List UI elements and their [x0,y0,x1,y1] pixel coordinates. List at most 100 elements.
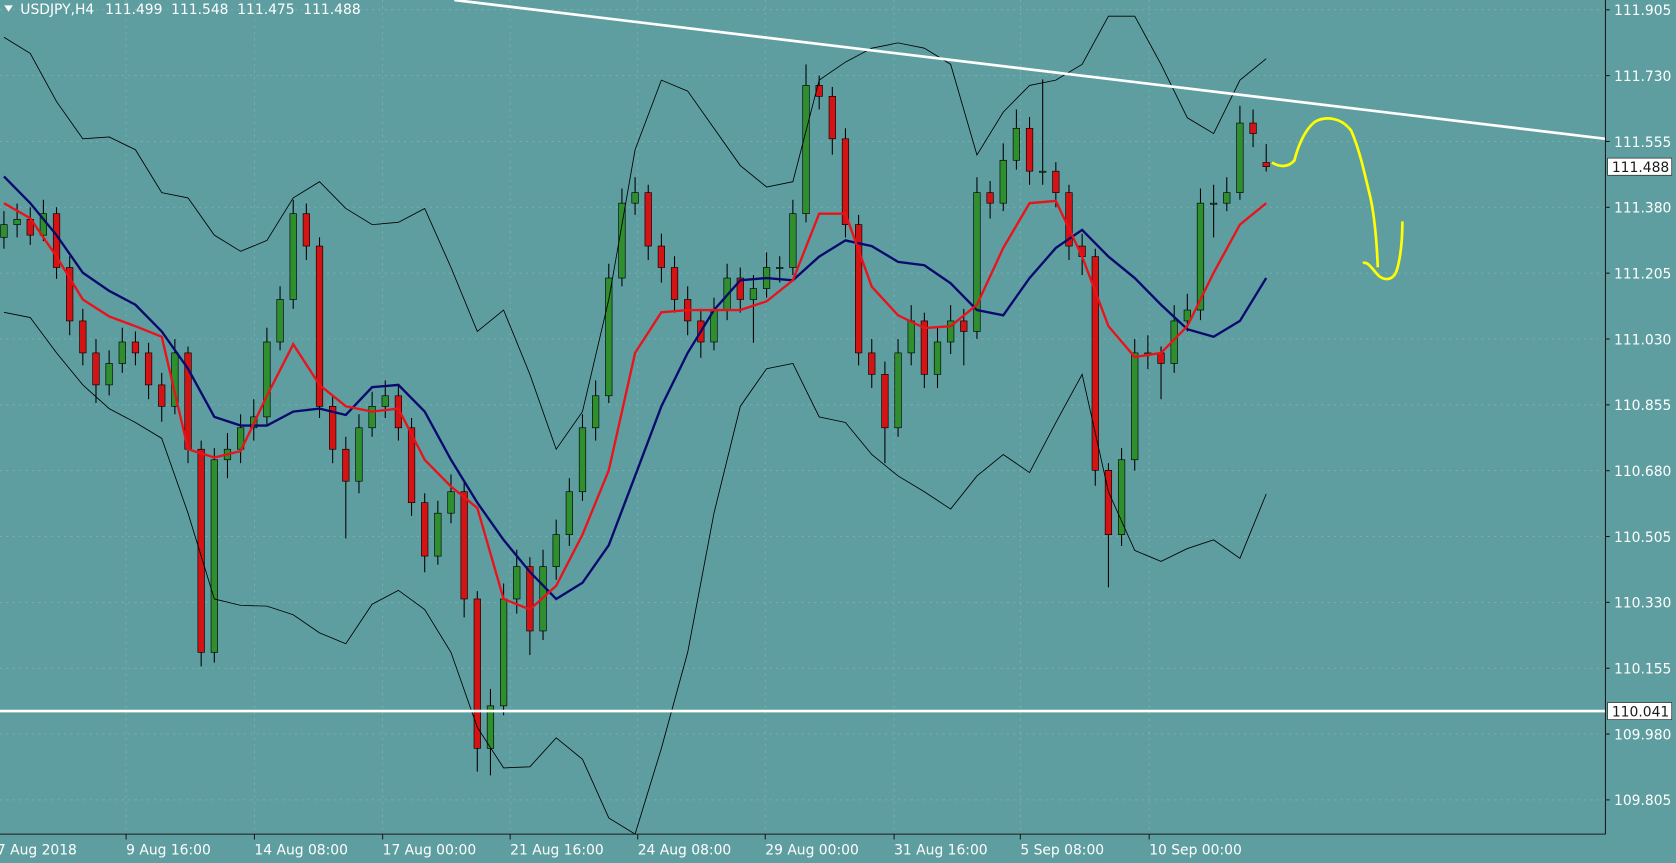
candle-body [460,491,468,600]
current-price-label: 111.488 [1612,160,1669,176]
candle-body [447,491,455,514]
trend-line [454,0,1606,141]
open-value: 111.499 [105,2,162,18]
candle-body [118,341,126,364]
y-tick-label: 110.330 [1614,596,1671,612]
moving-average [3,199,1267,611]
candle-body [355,427,363,482]
candle-body [828,95,836,140]
candle-body [933,341,942,375]
candle-body [1210,202,1218,205]
candle-body [434,512,442,557]
x-tick-label: 9 Aug 16:00 [126,842,211,858]
y-tick-label: 109.980 [1614,727,1671,743]
y-tick-label: 110.505 [1614,530,1671,546]
low-value: 111.475 [237,2,294,18]
candle-body [776,267,784,269]
candle-body [855,224,863,354]
candle-body [1183,309,1191,322]
candle-body [197,448,205,653]
x-tick-label: 21 Aug 16:00 [510,842,604,858]
candle-body [1104,469,1113,535]
candle-body [79,320,87,354]
candle-body [131,341,140,354]
candle-body [881,374,889,429]
candle-body [0,224,8,238]
candle-body [960,320,968,332]
candle-body [920,320,928,375]
candle-body [421,502,429,557]
candle-body [1025,127,1034,172]
candle-body [973,192,981,332]
candle-body [578,427,587,493]
candle-body [618,202,626,279]
moving-average [3,175,1268,601]
candle-body [381,395,389,407]
candle-body [631,192,639,204]
candle-body [1039,170,1047,173]
candle-body [342,448,350,482]
candle-body [749,288,758,300]
y-tick-label: 110.680 [1614,464,1671,480]
y-tick-label: 111.555 [1614,135,1671,151]
candle-body [868,352,876,375]
candle-body [329,406,337,450]
y-tick-label: 111.205 [1614,266,1671,282]
current-price-box [1607,157,1673,176]
candle-body [1091,256,1099,471]
candle-body [263,341,271,418]
candle-body [815,85,823,97]
candle-body [210,459,218,653]
x-tick-label: 17 Aug 00:00 [383,842,477,858]
candle-body [841,138,850,225]
candle-body [276,299,284,343]
candle-body [368,406,376,429]
candle-body [552,534,560,567]
x-tick-label: 14 Aug 08:00 [254,842,348,858]
hline-price-box [1607,702,1673,720]
candle-body [736,277,744,300]
candle-body [565,491,573,535]
candle-body [526,566,534,632]
x-tick-label: 31 Aug 16:00 [894,842,988,858]
candle-body [1249,122,1257,134]
candle-body [657,245,665,268]
close-value: 111.488 [303,2,360,18]
candle-body [13,219,21,225]
candle-body [158,384,166,407]
hline-price-label: 110.041 [1612,704,1669,720]
candle-body [315,245,324,407]
chart-header: USDJPY,H4 111.499 111.548 111.475 111.48… [20,2,360,18]
candle-body [1157,352,1165,364]
candle-body [644,192,652,247]
y-tick-label: 111.730 [1614,69,1671,85]
bollinger-band [3,15,1267,451]
menu-arrow[interactable] [4,5,13,12]
x-tick-label: 7 Aug 2018 [0,842,77,858]
candle-body [947,320,955,343]
freehand-drawing [1271,117,1404,281]
y-tick-label: 111.905 [1614,3,1671,19]
x-tick-label: 5 Sep 08:00 [1020,842,1104,858]
plot-area [0,0,1606,835]
y-tick-label: 111.030 [1614,332,1671,348]
y-tick-label: 110.855 [1614,398,1671,414]
y-tick-label: 109.805 [1614,793,1671,809]
x-tick-label: 24 Aug 08:00 [638,842,732,858]
y-tick-label: 111.380 [1614,201,1671,217]
x-tick-label: 29 Aug 00:00 [765,842,859,858]
candle-body [907,320,915,354]
candle-body [894,352,902,429]
candle-body [394,395,403,429]
candle-body [105,363,113,386]
symbol: USDJPY,H4 [20,2,94,18]
candle-body [92,352,100,386]
candle-body [1223,192,1231,204]
candle-body [302,213,310,247]
candle-body [499,598,508,707]
candle-body [1262,162,1270,167]
candle-body [513,566,521,600]
candle-body [1196,202,1205,311]
candle-body [1131,352,1139,461]
